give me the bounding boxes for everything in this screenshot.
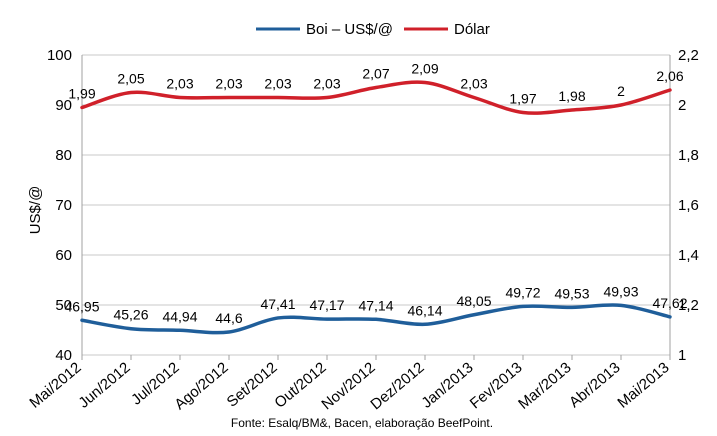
y-tick-label-3: 70 [55, 197, 72, 214]
data-label-s1-1: 2,05 [117, 71, 144, 87]
data-label-s1-11: 2 [617, 83, 625, 99]
y-tick-label-0: 40 [55, 347, 72, 364]
data-label-s1-2: 2,03 [166, 76, 193, 92]
data-label-s0-11: 49,93 [603, 283, 638, 299]
legend: Boi – US$/@ Dólar [256, 21, 490, 38]
x-category-label-8: Jan/2013 [418, 359, 476, 412]
left-y-ticks: 40 50 60 70 80 90 100 [47, 47, 72, 364]
x-category-label-10: Mar/2013 [515, 359, 574, 413]
data-label-s0-5: 47,17 [309, 297, 344, 313]
data-label-s1-9: 1,97 [509, 91, 536, 107]
source-note: Fonte: Esalq/BM&, Bacen, elaboração Beef… [231, 416, 493, 430]
x-category-labels: Mai/2012Jun/2012Jul/2012Ago/2012Set/2012… [26, 359, 672, 413]
data-label-s0-9: 49,72 [505, 284, 540, 300]
data-labels: 46,95 45,26 44,94 44,6 47,41 47,17 47,14 46,14 4… [64, 61, 687, 327]
series-line-1 [80, 80, 672, 115]
y2-tick-label-5: 2 [678, 97, 686, 114]
x-category-label-0: Mai/2012 [26, 359, 84, 412]
x-category-label-6: Nov/2012 [318, 359, 378, 413]
data-label-s1-12: 2,06 [656, 68, 683, 84]
gridlines [82, 54, 670, 356]
data-label-s1-4: 2,03 [264, 76, 291, 92]
data-label-s0-7: 46,14 [407, 302, 442, 318]
data-label-s0-6: 47,14 [358, 297, 393, 313]
x-category-label-11: Abr/2013 [566, 359, 624, 411]
y2-tick-label-1: 1,2 [678, 297, 699, 314]
x-category-label-7: Dez/2012 [367, 359, 427, 413]
legend-label-dolar: Dólar [454, 21, 490, 38]
legend-label-boi: Boi – US$/@ [306, 21, 393, 38]
y-tick-label-2: 60 [55, 247, 72, 264]
y-tick-label-4: 80 [55, 147, 72, 164]
right-y-ticks: 1 1,2 1,4 1,6 1,8 2 2,2 [678, 47, 699, 364]
data-label-s0-2: 44,94 [162, 308, 197, 324]
data-label-s0-8: 48,05 [456, 293, 491, 309]
data-label-s1-5: 2,03 [313, 76, 340, 92]
series-lines [80, 80, 672, 335]
y2-tick-label-6: 2,2 [678, 47, 699, 64]
series-line-0 [80, 303, 672, 335]
data-label-s0-1: 45,26 [113, 307, 148, 323]
y-tick-label-6: 100 [47, 47, 72, 64]
y2-tick-label-0: 1 [678, 347, 686, 364]
data-label-s0-10: 49,53 [554, 285, 589, 301]
y-axis-title: US$/@ [27, 186, 44, 235]
data-label-s1-6: 2,07 [362, 66, 389, 82]
y2-tick-label-4: 1,8 [678, 147, 699, 164]
x-category-label-9: Fev/2013 [467, 359, 526, 412]
y2-tick-label-3: 1,6 [678, 197, 699, 214]
data-label-s0-3: 44,6 [215, 310, 242, 326]
data-label-s1-0: 1,99 [68, 86, 95, 102]
y-tick-label-1: 50 [55, 297, 72, 314]
data-label-s1-10: 1,98 [558, 88, 585, 104]
axes [81, 55, 671, 360]
x-category-label-4: Set/2012 [224, 359, 281, 411]
x-category-label-12: Mai/2013 [614, 359, 672, 412]
data-label-s0-12: 47,62 [652, 295, 687, 311]
data-label-s1-7: 2,09 [411, 61, 438, 77]
y-tick-label-5: 90 [55, 97, 72, 114]
data-label-s0-4: 47,41 [260, 296, 295, 312]
x-category-label-3: Ago/2012 [171, 359, 231, 413]
y2-tick-label-2: 1,4 [678, 247, 699, 264]
data-label-s1-3: 2,03 [215, 76, 242, 92]
x-category-label-1: Jun/2012 [75, 359, 133, 412]
data-label-s0-0: 46,95 [64, 298, 99, 314]
data-label-s1-8: 2,03 [460, 76, 487, 92]
